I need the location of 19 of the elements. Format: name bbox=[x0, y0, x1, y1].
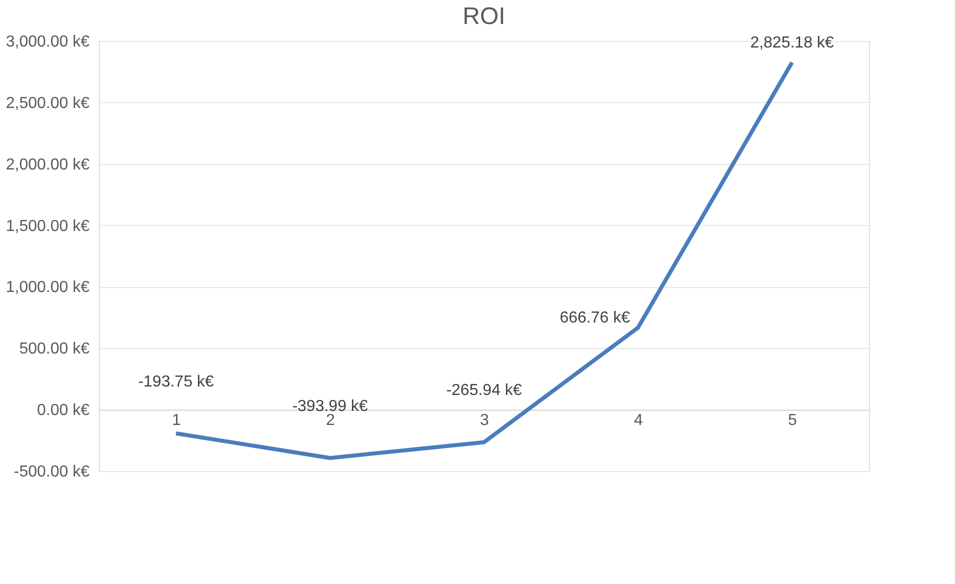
data-label: -393.99 k€ bbox=[292, 398, 368, 415]
y-tick-label: 1,500.00 k€ bbox=[6, 218, 90, 235]
data-label: -265.94 k€ bbox=[446, 382, 522, 400]
x-tick-label: 4 bbox=[634, 412, 644, 430]
y-tick-label: -500.00 k€ bbox=[14, 464, 90, 480]
y-tick-label: 2,000.00 k€ bbox=[6, 156, 90, 174]
x-tick-label: 2 bbox=[326, 412, 336, 430]
x-tick-label: 1 bbox=[172, 412, 182, 430]
chart-title: ROI bbox=[462, 3, 506, 30]
y-tick-label: 1,000.00 k€ bbox=[6, 279, 90, 296]
y-tick-label: 3,000.00 k€ bbox=[6, 34, 90, 50]
data-label: 666.76 k€ bbox=[560, 310, 630, 327]
x-tick-label: 5 bbox=[788, 412, 798, 430]
y-tick-label: 0.00 k€ bbox=[37, 402, 90, 420]
y-tick-label: 2,500.00 k€ bbox=[6, 94, 90, 112]
data-label: 2,825.18 k€ bbox=[750, 34, 834, 52]
y-tick-label: 500.00 k€ bbox=[19, 340, 90, 358]
x-tick-label: 3 bbox=[480, 412, 490, 430]
data-label: -193.75 k€ bbox=[138, 373, 214, 390]
